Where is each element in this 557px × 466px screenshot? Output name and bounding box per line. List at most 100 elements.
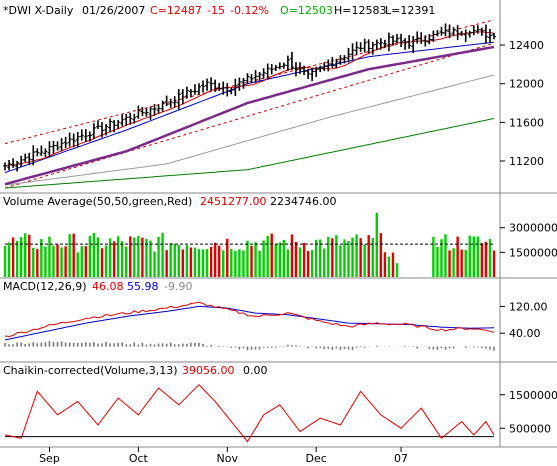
price-bar [160, 100, 165, 112]
volume-bar [355, 234, 358, 277]
price-bar [184, 86, 189, 99]
volume-bar [84, 246, 88, 277]
axes: 12400 12000 11600 11200 3000000 1500000 120.00… [39, 39, 557, 465]
price-bar [407, 35, 412, 49]
volume-bar [125, 246, 128, 277]
volume-bar [213, 242, 217, 277]
price-bar [435, 30, 440, 37]
macd-title: MACD(12,26,9) [3, 280, 87, 293]
volume-bar [436, 246, 439, 277]
volume-bar [464, 250, 467, 277]
price-bar [302, 65, 307, 76]
price-bar [15, 160, 20, 172]
price-bar [43, 148, 48, 157]
volume-bar [302, 242, 306, 277]
price-bar [483, 24, 488, 44]
price-bar [443, 23, 448, 37]
volume-bar [104, 245, 108, 277]
volume-bar [52, 245, 55, 277]
volume-bar [149, 240, 152, 277]
volume-bar [193, 247, 197, 277]
price-bar [374, 39, 379, 51]
price-bar [354, 41, 359, 55]
volume-tick-label: 1500000 [509, 246, 557, 259]
price-bar [350, 43, 355, 60]
price-bar [180, 89, 185, 105]
volume-bar [363, 244, 366, 277]
price-bar [83, 129, 88, 142]
macd-tick-label: 120.00 [509, 300, 548, 313]
price-bar [7, 160, 12, 171]
price-bar [201, 80, 206, 93]
volume-bar [15, 240, 19, 277]
ma-200-day-line [4, 118, 495, 189]
volume-bar [76, 252, 79, 277]
volume-bar [246, 240, 249, 277]
chaikin-value-2: 0.00 [243, 364, 268, 377]
volume-bar [298, 247, 302, 277]
volume-bar [209, 246, 213, 277]
price-bar [35, 148, 40, 157]
price-bar [285, 55, 290, 72]
price-bar [322, 62, 327, 72]
price-bar [144, 107, 149, 117]
price-bar [378, 38, 383, 50]
price-bar [318, 65, 323, 73]
volume-bar [274, 244, 277, 277]
volume-bar [96, 237, 100, 277]
volume-bar [129, 236, 132, 277]
price-bar [59, 138, 64, 152]
volume-bar [278, 242, 282, 277]
chaikin-panel [4, 383, 495, 443]
price-bar [108, 118, 113, 133]
volume-bar [359, 238, 362, 277]
volume-bar [391, 252, 395, 277]
volume-bar [432, 236, 435, 277]
volume-bar [379, 233, 383, 277]
price-bar [87, 131, 92, 142]
price-bar [411, 35, 416, 53]
volume-bar [250, 245, 253, 277]
volume-bar [452, 248, 455, 277]
volume-bar [11, 237, 15, 277]
price-bar [156, 104, 161, 114]
price-bar [229, 87, 234, 95]
volume-bar [234, 250, 237, 277]
volume-bar [120, 241, 124, 277]
price-bar [330, 56, 335, 68]
price-bar [233, 78, 238, 97]
volume-bar [189, 247, 193, 277]
volume-bar [112, 241, 116, 277]
price-bar [382, 39, 387, 48]
price-bar [358, 42, 363, 52]
price-bar [370, 41, 375, 55]
price-bar [221, 81, 226, 95]
price-bar [257, 71, 262, 81]
volume-bar [460, 249, 463, 277]
volume-bar [480, 243, 484, 277]
volume-bar [238, 249, 241, 277]
close-label: C=12487 [150, 4, 202, 17]
volume-bar [197, 249, 201, 277]
price-bar [475, 25, 480, 34]
x-axis-label: Oct [129, 452, 149, 465]
price-bar [27, 152, 32, 165]
price-bar [455, 25, 460, 41]
volume-bar [28, 234, 31, 277]
price-bar [39, 145, 44, 157]
price-bar [289, 51, 294, 70]
volume-bar [351, 237, 354, 277]
chaikin-tick-label: 1500000 [509, 389, 557, 402]
price-bar [253, 70, 258, 83]
macd-panel [4, 301, 495, 351]
x-axis-label: Nov [217, 452, 239, 465]
volume-bar [468, 235, 471, 277]
price-bar [217, 82, 222, 92]
price-bar [23, 153, 28, 162]
volume-bar [48, 236, 51, 277]
volume-bar [339, 245, 342, 277]
volume-bar [185, 245, 189, 277]
volume-bar [165, 250, 168, 277]
chaikin-line [4, 383, 495, 443]
price-bar [451, 27, 456, 36]
